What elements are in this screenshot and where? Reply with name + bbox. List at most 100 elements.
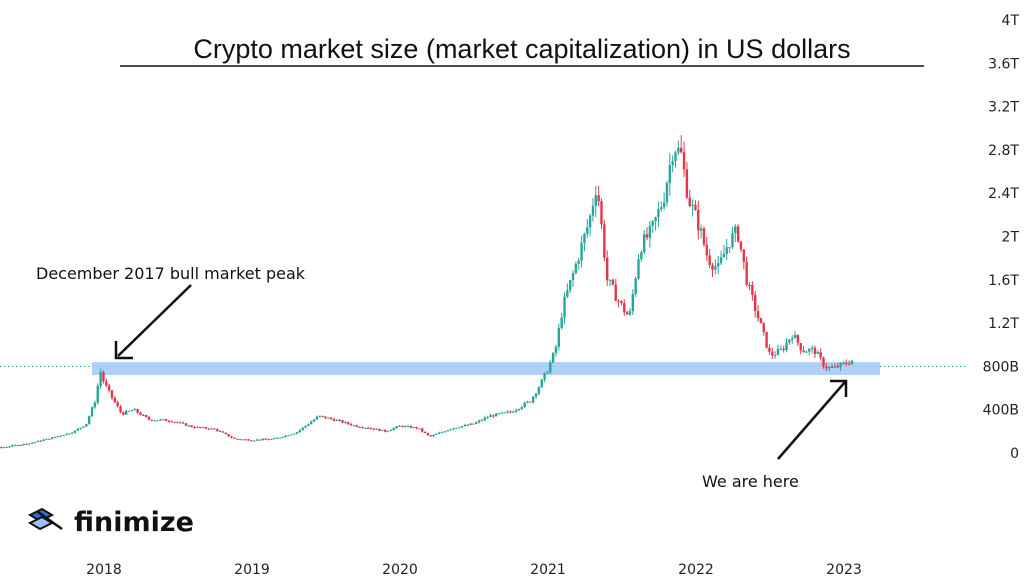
candle-body [551,352,555,363]
candle-body [728,247,731,249]
candle [53,436,57,439]
candle [14,444,17,447]
candle [70,432,74,434]
candle-body [392,428,395,430]
candle [551,352,555,364]
candle-body [452,428,455,430]
candle-body [347,422,350,424]
y-tick-2t: 2T [1002,230,1020,246]
candle [486,415,489,419]
candle-body [96,385,99,403]
candle [608,279,612,287]
candle [588,213,592,237]
candlestick-series [0,135,854,449]
candle-body [660,207,663,210]
candle-body [375,428,378,430]
candle-body [665,183,669,203]
candle-body [583,233,586,244]
candle [164,418,168,422]
candle [65,433,68,436]
candle-body [557,327,561,347]
candle-body [361,427,364,429]
candle [577,257,580,270]
candle [517,408,521,412]
candle-body [768,347,771,352]
candle [711,262,714,278]
candle [11,444,14,448]
candle-body [429,435,432,437]
candle-body [788,339,791,343]
candle [136,408,139,414]
candle-body [785,342,788,350]
candle-body [312,419,316,422]
candle [662,192,666,210]
candle-body [509,411,512,413]
candle-body [162,419,165,421]
candle [384,429,387,433]
candle [566,283,569,299]
candle-body [2,447,6,449]
candle [435,433,438,435]
candle [674,150,677,168]
brand-name: finimize [74,507,194,538]
candle-body [532,396,535,403]
candle [534,392,538,400]
candle [594,185,598,217]
candle [532,395,535,404]
candle-body [773,354,777,356]
candle [79,427,82,430]
candle [119,404,122,414]
candle [796,334,800,347]
candle [603,219,606,262]
candle-body [73,430,77,433]
candle-body [310,421,313,425]
candle [791,334,794,344]
candle-body [401,425,404,427]
candle [583,232,586,252]
candle-body [287,435,290,437]
candle [406,424,410,428]
candle [779,345,783,350]
candle-body [210,428,213,430]
candle [850,360,854,365]
candle-body [11,445,14,447]
candle [270,438,273,440]
x-tick-2019: 2019 [234,562,270,578]
candle [463,423,467,427]
candle [719,250,723,266]
candle-body [819,352,822,358]
candle-body [574,263,578,274]
candle [828,365,831,372]
candle [352,424,356,427]
candle-body [731,232,734,248]
candle-body [608,279,612,281]
candle-body [318,415,321,417]
candle [372,428,376,431]
candle [127,410,131,412]
candle-body [25,443,28,445]
candle [366,426,370,429]
candle-body [654,217,657,222]
candle [142,413,145,416]
candle-body [338,419,341,421]
candle-body [751,284,754,295]
candle [144,414,148,418]
candle-body [122,412,125,415]
candle [96,383,99,405]
candle-body [258,439,262,441]
candle-body [369,428,373,430]
candle-body [164,419,168,421]
candle [819,348,822,361]
candle-body [475,422,478,424]
candle [273,437,276,440]
candle-body [398,425,401,427]
candle [39,440,43,442]
candle-body [458,427,461,429]
candle [355,424,358,428]
candle-body [130,410,134,412]
candle-body [355,425,358,427]
candle [392,427,395,431]
candle [16,444,20,447]
candle [677,140,680,156]
candle-body [614,284,617,301]
